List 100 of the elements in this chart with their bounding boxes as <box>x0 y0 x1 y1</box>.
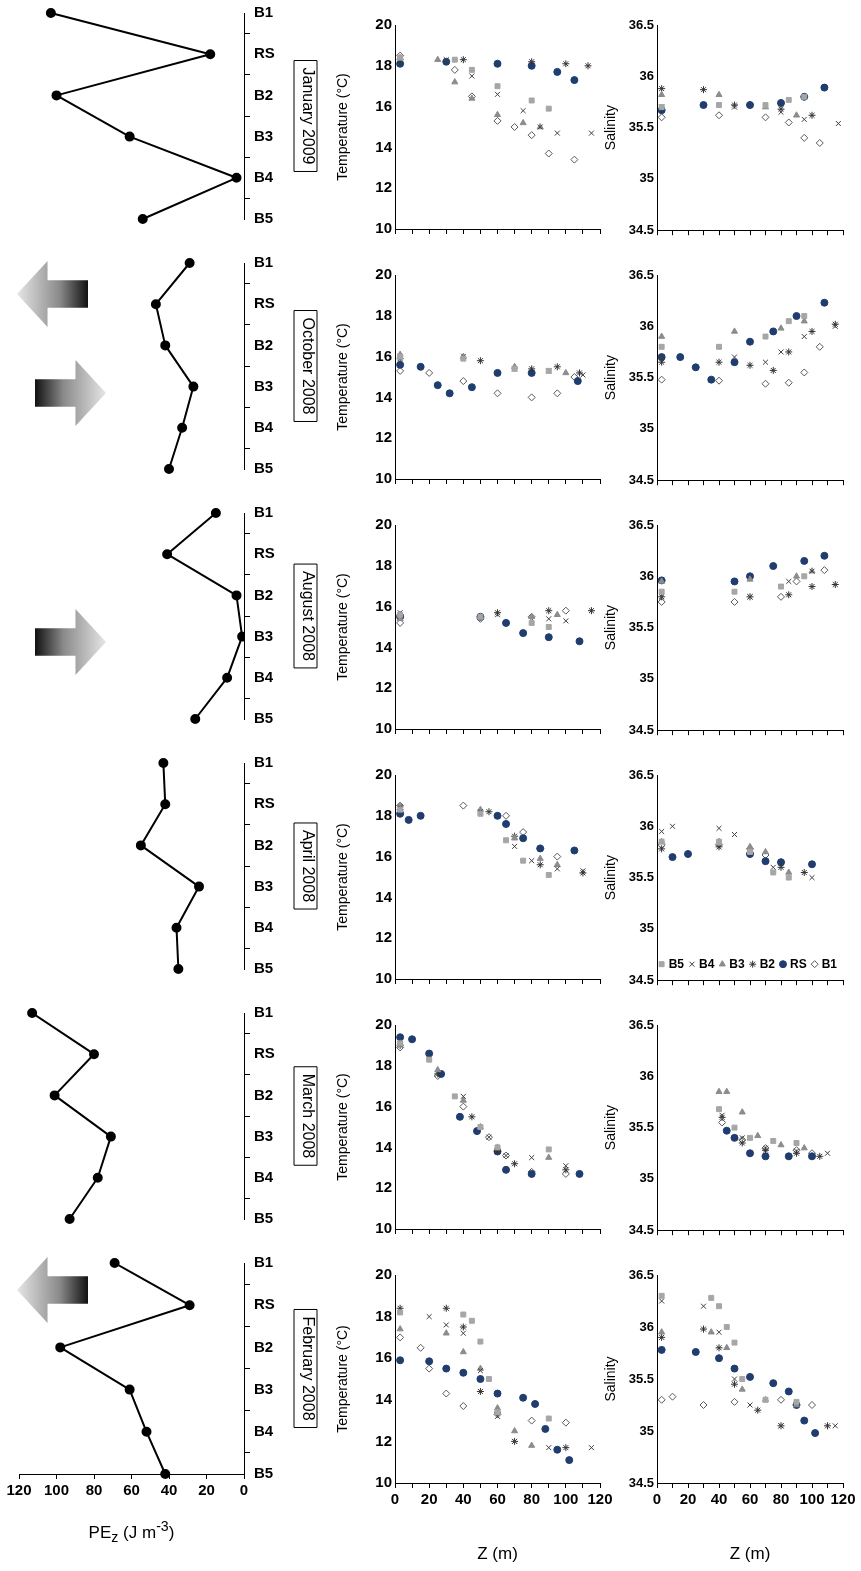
y-tick-label: RS <box>254 44 275 62</box>
x-tick-label: 120 <box>587 1490 613 1508</box>
x-tick-label: 0 <box>390 1490 400 1508</box>
y-tick-label: B2 <box>254 835 274 853</box>
y-tick-label: B4 <box>254 667 274 685</box>
y-axis-title: Temperature (°C) <box>334 323 351 431</box>
y-tick-label: 36.5 <box>628 266 654 282</box>
legend-label: B5 <box>668 956 685 971</box>
y-tick-label: RS <box>254 544 275 562</box>
legend-label: B4 <box>698 956 715 971</box>
y-tick-label: 20 <box>375 765 392 783</box>
y-tick-label: B1 <box>254 753 274 771</box>
legend-label: B3 <box>729 956 745 971</box>
y-tick-label: 18 <box>375 1306 392 1324</box>
y-tick-label: 18 <box>375 1055 392 1073</box>
y-tick-label: 35.5 <box>628 619 654 635</box>
y-tick-label: 14 <box>375 637 393 655</box>
y-tick-label: 36 <box>639 67 654 83</box>
x-tick-label: 80 <box>772 1490 790 1508</box>
y-tick-label: 34.5 <box>628 1474 654 1490</box>
x-tick-label: 100 <box>553 1490 579 1508</box>
y-tick-label: 16 <box>375 1348 392 1366</box>
x-tick-label: 120 <box>830 1490 856 1508</box>
y-tick-label: 14 <box>375 387 393 405</box>
x-axis-title: Z (m) <box>729 1544 771 1564</box>
y-axis-title: Salinity <box>602 105 619 151</box>
x-axis-title: PE$_{z}$ (J m$^{-3}$) <box>88 1518 175 1546</box>
y-tick-label: B2 <box>254 85 274 103</box>
y-tick-label: 36.5 <box>628 1266 654 1282</box>
y-tick-label: 18 <box>375 55 392 73</box>
y-axis-title: March 2008 <box>299 1073 317 1159</box>
y-tick-label: 14 <box>375 1137 393 1155</box>
y-tick-label: 10 <box>375 1219 392 1237</box>
legend-label: B1 <box>821 956 838 971</box>
y-tick-label: 10 <box>375 719 392 737</box>
y-tick-label: B5 <box>254 709 274 727</box>
y-tick-label: B1 <box>254 253 274 271</box>
y-tick-label: 34.5 <box>628 971 654 987</box>
y-tick-label: 14 <box>375 887 393 905</box>
y-axis-title: Temperature (°C) <box>334 1073 351 1181</box>
y-tick-label: B3 <box>254 126 274 144</box>
y-tick-label: B1 <box>254 3 274 21</box>
y-tick-label: 18 <box>375 805 392 823</box>
y-tick-label: 34.5 <box>628 471 654 487</box>
y-tick-label: 34.5 <box>628 221 654 237</box>
y-tick-label: 36.5 <box>628 1016 654 1032</box>
x-tick-label: 60 <box>123 1481 140 1499</box>
legend-label: RS <box>789 956 807 971</box>
y-tick-label: 35.5 <box>628 869 654 885</box>
y-tick-label: 10 <box>375 1473 392 1491</box>
y-tick-label: B2 <box>254 1085 274 1103</box>
x-tick-label: 0 <box>652 1490 662 1508</box>
y-tick-label: 35.5 <box>628 1119 654 1135</box>
y-tick-label: 35 <box>639 420 654 436</box>
x-tick-label: 40 <box>710 1490 728 1508</box>
y-tick-label: B4 <box>254 1167 274 1185</box>
y-tick-label: 35.5 <box>628 369 654 385</box>
y-tick-label: 12 <box>375 1431 392 1449</box>
x-tick-label: 40 <box>454 1490 472 1508</box>
x-tick-label: 40 <box>160 1481 178 1499</box>
y-tick-label: 20 <box>375 515 392 533</box>
y-axis-title: August 2008 <box>299 571 317 662</box>
y-tick-label: B5 <box>254 1464 274 1482</box>
y-tick-label: B4 <box>254 417 274 435</box>
y-tick-label: 14 <box>375 137 393 155</box>
y-tick-label: RS <box>254 294 275 312</box>
y-tick-label: 12 <box>375 928 392 946</box>
legend-label: B2 <box>759 956 776 971</box>
y-tick-label: B3 <box>254 1126 274 1144</box>
y-tick-label: 36 <box>639 1067 654 1083</box>
y-tick-label: 16 <box>375 346 392 364</box>
y-tick-label: 36 <box>639 567 654 583</box>
y-tick-label: 12 <box>375 428 392 446</box>
y-tick-label: B3 <box>254 376 274 394</box>
y-tick-label: 36 <box>639 1318 654 1334</box>
y-tick-label: B4 <box>254 917 274 935</box>
y-tick-label: 36.5 <box>628 766 654 782</box>
y-tick-label: 16 <box>375 596 392 614</box>
y-tick-label: 16 <box>375 1096 392 1114</box>
y-tick-label: RS <box>254 1295 275 1313</box>
y-tick-label: 12 <box>375 178 392 196</box>
y-tick-label: B5 <box>254 209 274 227</box>
y-axis-title: Temperature (°C) <box>334 573 351 681</box>
y-tick-label: B5 <box>254 1209 274 1227</box>
y-tick-label: B1 <box>254 503 274 521</box>
y-axis-title: Temperature (°C) <box>334 73 351 181</box>
y-tick-label: 20 <box>375 265 392 283</box>
y-tick-label: 35 <box>639 170 654 186</box>
y-tick-label: 34.5 <box>628 1221 654 1237</box>
y-tick-label: 16 <box>375 96 392 114</box>
y-tick-label: B5 <box>254 959 274 977</box>
x-tick-label: 80 <box>523 1490 541 1508</box>
y-tick-label: B1 <box>254 1253 274 1271</box>
x-tick-label: 0 <box>239 1481 249 1499</box>
y-tick-label: 34.5 <box>628 721 654 737</box>
y-tick-label: B2 <box>254 585 274 603</box>
y-tick-label: 10 <box>375 219 392 237</box>
y-axis-title: Temperature (°C) <box>334 1325 351 1433</box>
y-tick-label: 35 <box>639 670 654 686</box>
y-tick-label: 35.5 <box>628 119 654 135</box>
